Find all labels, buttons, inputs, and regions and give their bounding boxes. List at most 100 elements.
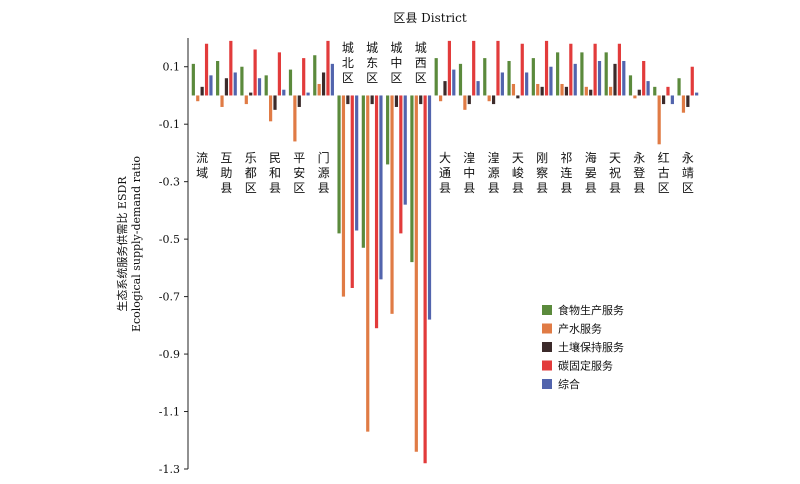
bar [544, 40, 549, 96]
legend-swatch [542, 379, 552, 389]
bar [220, 95, 224, 107]
bar [403, 95, 407, 205]
bar [330, 63, 334, 96]
bar [507, 60, 511, 96]
bar [209, 75, 213, 96]
bar [196, 95, 200, 102]
category-label: 刚察县 [536, 151, 548, 195]
bar [633, 95, 637, 99]
bar [540, 86, 544, 96]
legend-swatch [542, 305, 552, 315]
bar [458, 63, 463, 96]
bar [282, 89, 286, 96]
category-label: 城中区 [390, 41, 402, 85]
y-tick-label: 0.1 [163, 61, 181, 74]
bar [273, 95, 277, 110]
bar [573, 63, 577, 96]
bar [224, 78, 229, 96]
bar [306, 92, 310, 96]
bar [637, 89, 641, 96]
bar [341, 95, 346, 297]
bar [483, 58, 487, 96]
category-label: 湟中县 [463, 151, 475, 195]
bar [670, 95, 674, 105]
bar [423, 95, 427, 464]
y-tick-label: -0.7 [159, 291, 180, 304]
bar [399, 95, 403, 234]
bar [361, 95, 365, 248]
bar [661, 95, 666, 105]
y-tick-label: -1.1 [159, 406, 180, 419]
bar [604, 52, 608, 96]
bar [419, 95, 423, 105]
category-label: 互助县 [220, 151, 232, 195]
bar [472, 40, 476, 96]
bar [370, 95, 374, 105]
bar [302, 58, 306, 96]
category-label: 海晏县 [585, 150, 597, 195]
bar [500, 72, 504, 96]
bar [536, 83, 540, 96]
bar [337, 95, 341, 234]
category-label: 门源县 [318, 150, 330, 195]
legend-label: 碳固定服务 [558, 359, 613, 373]
bar [593, 43, 597, 96]
category-label: 民和县 [269, 151, 281, 195]
bar [434, 58, 438, 96]
y-tick-label: -1.3 [159, 463, 180, 476]
bar [313, 55, 317, 96]
bar [191, 63, 195, 96]
bar [390, 95, 394, 314]
bar [249, 92, 253, 96]
category-label: 乐都区 [245, 151, 257, 195]
category-label: 红古区 [658, 150, 670, 195]
category-label: 永靖区 [682, 151, 694, 195]
bar [686, 95, 690, 107]
category-label: 城北区 [342, 41, 354, 85]
bar [269, 95, 273, 122]
legend-swatch [542, 323, 552, 334]
category-label: 湟源县 [488, 151, 500, 195]
legend-swatch [542, 342, 552, 352]
bar [350, 95, 354, 288]
bar [520, 43, 524, 96]
bar [496, 40, 500, 96]
y-tick-label: -0.1 [159, 118, 180, 131]
bar [597, 60, 602, 96]
bar [695, 92, 699, 96]
bar [253, 49, 257, 96]
y-axis-label: 生态系统服务供需比 ESDR Ecological supply-demand … [115, 156, 143, 332]
bar [622, 60, 626, 96]
y-tick-label: -0.3 [159, 176, 180, 189]
bar [386, 95, 390, 165]
bar [666, 86, 670, 96]
bar [516, 95, 520, 99]
category-label: 城东区 [366, 41, 378, 85]
bar [257, 78, 262, 96]
bar [531, 58, 535, 96]
bar [443, 81, 447, 96]
bar [233, 72, 237, 96]
bar [569, 43, 573, 96]
bar [244, 95, 248, 105]
category-label: 祁连县 [560, 150, 572, 195]
category-label: 天祝县 [609, 151, 621, 195]
bar [204, 43, 209, 96]
bar [394, 95, 399, 107]
legend-label: 综合 [558, 377, 580, 391]
bar [681, 95, 686, 113]
bar [560, 83, 564, 96]
bar [379, 95, 383, 280]
bar [657, 95, 661, 145]
bar [366, 95, 370, 432]
y-axis-label-en: Ecological supply-demand ratio [130, 156, 143, 332]
bar [628, 75, 633, 96]
bar [467, 95, 471, 105]
bar [584, 86, 588, 96]
bar [410, 95, 414, 263]
legend-label: 土壤保持服务 [558, 340, 624, 354]
y-tick-label: -0.5 [159, 233, 180, 246]
